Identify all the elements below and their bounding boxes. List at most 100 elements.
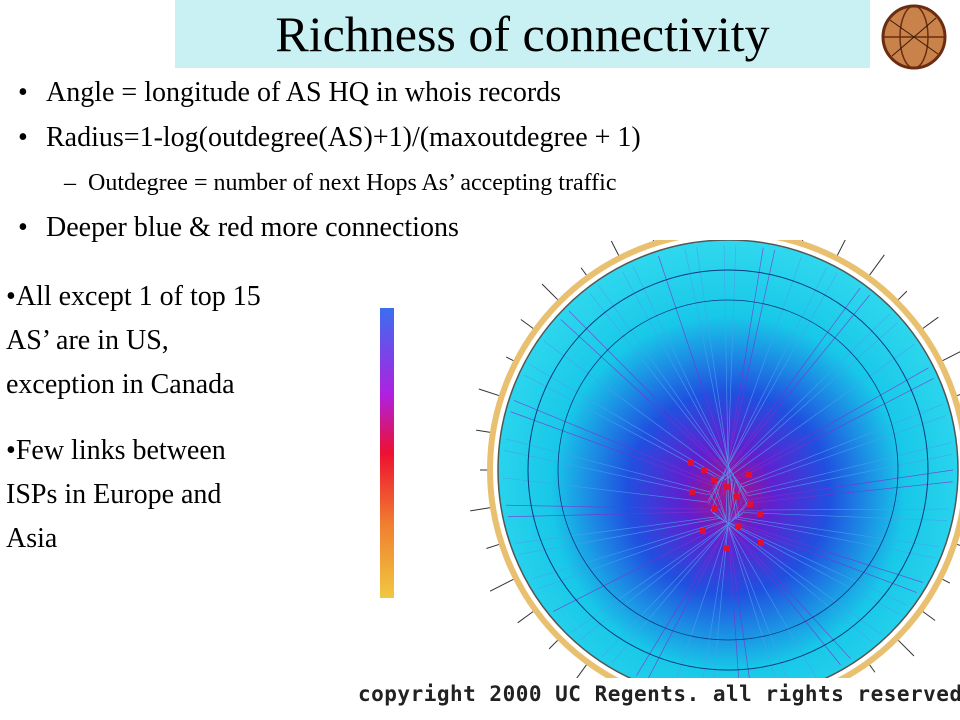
link (716, 322, 899, 484)
link (715, 249, 776, 517)
link (712, 512, 882, 635)
link (531, 519, 728, 580)
link (724, 480, 741, 695)
link (707, 273, 838, 502)
link (622, 271, 749, 503)
link (601, 503, 748, 657)
spoke (610, 240, 621, 259)
link (507, 511, 712, 518)
link (708, 287, 861, 495)
link (745, 508, 950, 511)
link (746, 442, 952, 494)
link (714, 313, 891, 486)
node (711, 477, 717, 483)
spoke (470, 506, 494, 512)
node (734, 494, 740, 500)
link (611, 500, 749, 664)
links (503, 245, 954, 695)
link (513, 400, 717, 485)
link (710, 509, 873, 643)
link (742, 415, 947, 487)
spoke (939, 351, 960, 363)
title-bar (175, 0, 870, 68)
bullet-marker: • (18, 122, 28, 153)
color-scale (380, 308, 394, 598)
link (696, 247, 737, 519)
link (707, 499, 841, 666)
link (580, 510, 745, 641)
spoke (541, 283, 561, 303)
node (712, 506, 718, 512)
note-line: Asia (6, 523, 58, 554)
link (505, 438, 710, 493)
link (724, 519, 917, 593)
link (519, 517, 720, 555)
link (747, 481, 953, 504)
link (505, 504, 711, 510)
link (543, 340, 734, 481)
spoke (954, 543, 960, 546)
node (735, 523, 741, 529)
link (707, 502, 851, 659)
note-line: AS’ are in US, (6, 325, 169, 356)
link (515, 516, 718, 544)
link (740, 403, 944, 485)
node (689, 489, 695, 495)
link (632, 265, 748, 506)
bullet-marker: • (18, 212, 28, 243)
bullet: Deeper blue & red more connections (46, 212, 459, 243)
bullet-marker: • (18, 77, 28, 108)
note-text: Few links between (15, 435, 226, 466)
link (552, 517, 738, 612)
spoke (835, 240, 846, 259)
node (700, 528, 706, 534)
link (673, 485, 742, 689)
link (737, 516, 940, 548)
link (747, 469, 954, 501)
node (723, 545, 729, 551)
spoke (895, 637, 915, 657)
spoke (867, 254, 885, 278)
spoke (489, 577, 517, 592)
link (510, 411, 714, 487)
figure (340, 240, 960, 720)
spoke (517, 609, 536, 624)
node (747, 501, 753, 507)
link (747, 453, 953, 497)
link (700, 481, 736, 694)
bullet: Radius=1-log(outdegree(AS)+1)/(maxoutdeg… (46, 122, 641, 153)
link (709, 294, 870, 492)
ring (557, 299, 899, 641)
link (571, 513, 744, 633)
link (727, 519, 923, 583)
node (758, 540, 764, 546)
link (589, 292, 747, 493)
node (757, 511, 763, 517)
note-line: •Few links between (6, 435, 226, 466)
link (560, 319, 740, 485)
link (503, 477, 709, 503)
side-note: •All except 1 of top 15 AS’ are in US, e… (6, 275, 261, 407)
node (724, 484, 730, 490)
spoke (920, 316, 939, 331)
side-note: •Few links between ISPs in Europe and As… (6, 429, 226, 561)
note-line: ISPs in Europe and (6, 479, 222, 510)
slide-title: Richness of connectivity (275, 6, 770, 62)
node (688, 460, 694, 466)
spoke (478, 388, 502, 397)
link (717, 517, 901, 615)
link (711, 480, 733, 695)
link (598, 285, 748, 496)
bullet-marker: – (64, 170, 76, 196)
node (746, 472, 752, 478)
link (568, 310, 743, 487)
sub-bullet: Outdegree = number of next Hops As’ acce… (88, 170, 617, 196)
link (735, 518, 936, 559)
ring (527, 269, 929, 671)
note-text: All except 1 of top 15 (15, 281, 261, 312)
copyright: copyright 2000 UC Regents. all rights re… (358, 682, 960, 706)
link (734, 378, 934, 482)
note-line: •All except 1 of top 15 (6, 281, 261, 312)
link (721, 480, 752, 694)
